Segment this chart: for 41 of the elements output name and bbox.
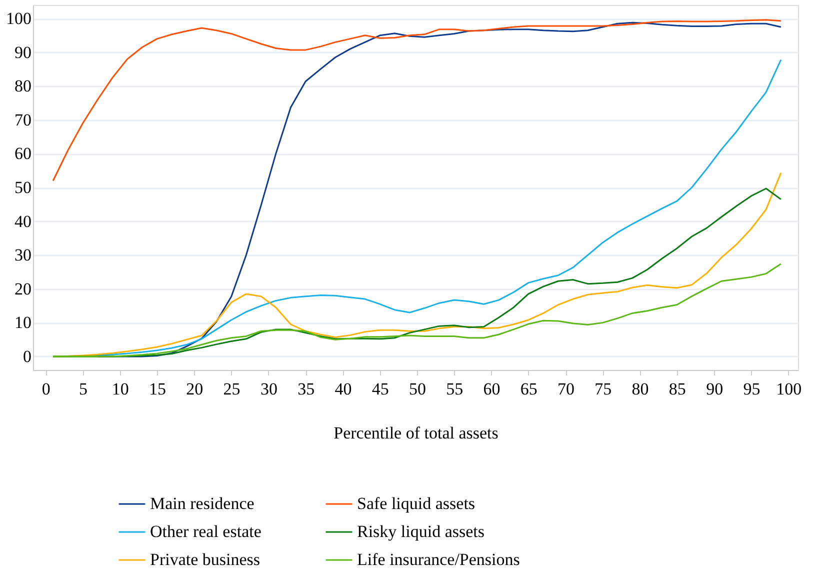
x-tick-label: 85 [668,380,686,398]
legend-label: Safe liquid assets [357,494,476,513]
x-tick-label: 15 [149,380,166,398]
x-tick-label: 50 [408,380,426,398]
x-tick-label: 60 [483,380,500,398]
legend-label: Risky liquid assets [357,522,485,541]
legend-label: Life insurance/Pensions [357,550,520,569]
y-tick-label: 60 [14,144,32,164]
y-tick-label: 20 [14,279,32,298]
y-tick-label: 100 [6,9,32,28]
line-series [52,263,782,358]
y-tick-label: 90 [14,42,32,62]
x-tick-label: 80 [632,380,649,398]
x-tick-label: 75 [594,380,612,398]
legend-label: Other real estate [150,522,262,541]
y-tick-label: 70 [14,110,32,130]
x-tick-label: 25 [223,380,240,398]
x-tick-label: 35 [298,380,315,398]
x-axis-title: Percentile of total assets [334,424,498,442]
x-tick-label: 65 [520,380,538,398]
x-tick-label: 70 [558,380,575,398]
x-tick-label: 45 [372,380,389,398]
y-tick-label: 40 [14,212,32,231]
y-tick-label: 0 [23,346,32,366]
x-tick-label: 10 [112,380,129,398]
x-tick-label: 55 [446,380,464,398]
y-tick-label: 30 [14,246,32,265]
y-tick-label: 10 [14,313,32,332]
x-tick-label: 40 [334,380,352,398]
x-tick-label: 90 [706,380,724,398]
legend-label: Private business [150,550,260,569]
legend-label: Main residence [150,494,254,513]
line-series [52,19,782,182]
x-tick-label: 0 [42,380,50,398]
y-tick-label: 50 [14,178,32,197]
x-tick-label: 20 [186,380,204,398]
x-tick-label: 30 [260,380,278,398]
x-tick-label: 95 [743,380,760,398]
x-tick-label: 100 [776,380,802,398]
y-tick-label: 80 [14,76,32,96]
x-tick-label: 5 [79,380,88,398]
